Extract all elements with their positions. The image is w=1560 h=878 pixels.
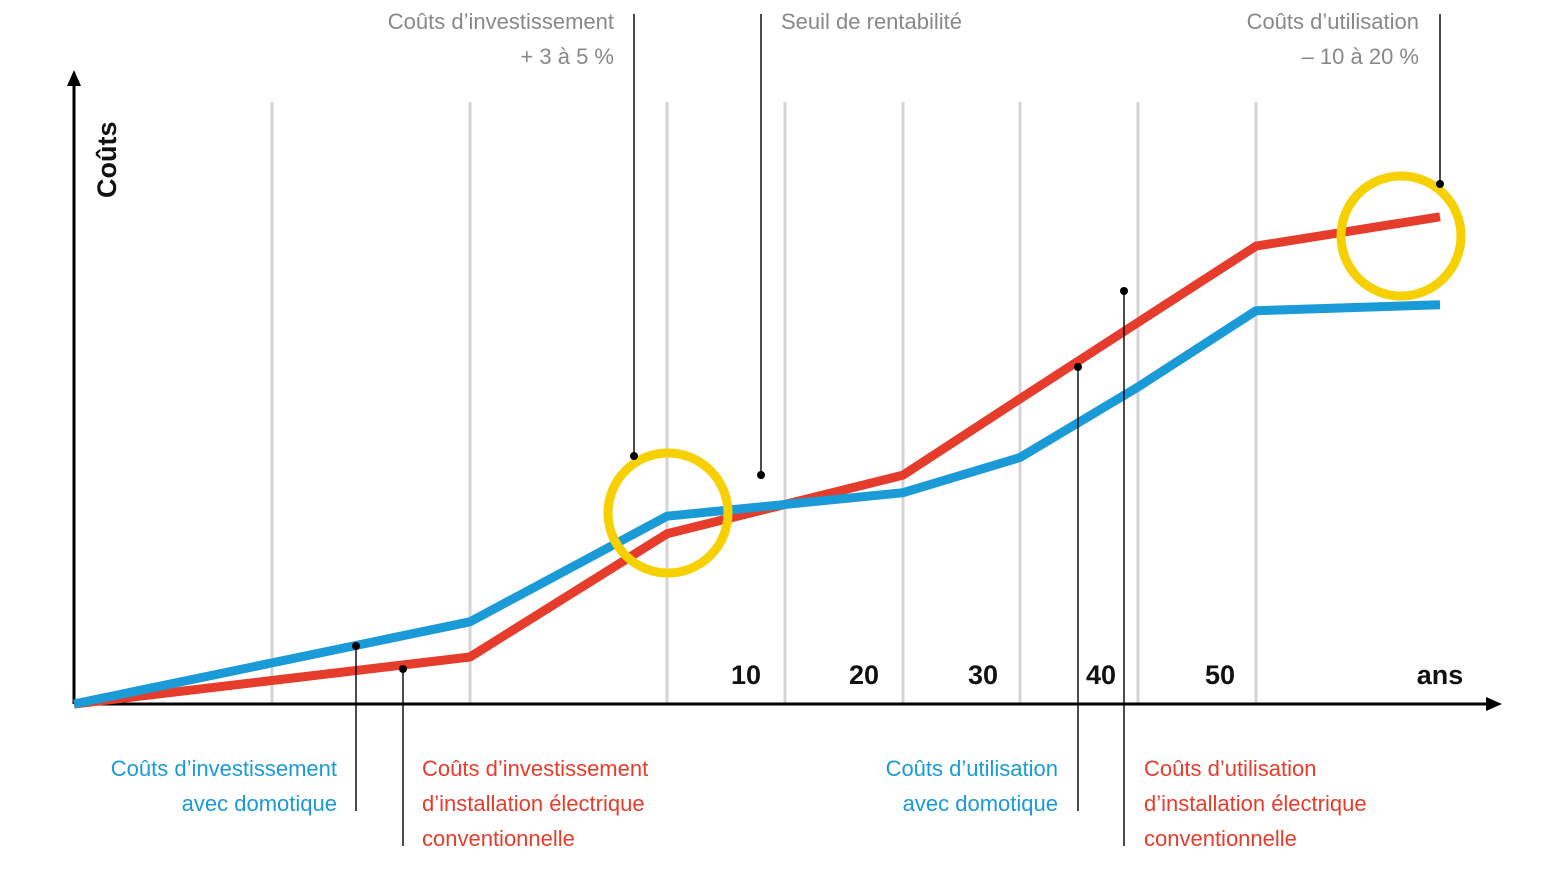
y-axis-arrow bbox=[67, 70, 81, 86]
highlight-circle-investment bbox=[603, 448, 733, 578]
x-tick-label: 10 bbox=[731, 660, 761, 690]
leader-lines bbox=[355, 14, 1441, 846]
dot-blue-invest bbox=[352, 642, 360, 650]
y-axis-label: Coûts bbox=[92, 122, 122, 199]
annotation-red-invest-line2: d’installation électrique bbox=[422, 791, 645, 816]
x-tick-label: 20 bbox=[849, 660, 879, 690]
dot-invest-top bbox=[630, 452, 638, 460]
annotation-util-line1: Coûts d’utilisation bbox=[1247, 9, 1419, 34]
leader-dots bbox=[352, 180, 1444, 673]
annotation-red-invest-line1: Coûts d’investissement bbox=[422, 756, 648, 781]
annotation-red-invest-line3: conventionnelle bbox=[422, 826, 575, 851]
dot-seuil bbox=[757, 471, 765, 479]
dot-red-invest bbox=[399, 665, 407, 673]
dot-red-util bbox=[1120, 287, 1128, 295]
highlight-circle-usage bbox=[1336, 171, 1466, 301]
annotation-red-util-line2: d’installation électrique bbox=[1144, 791, 1367, 816]
annotation-invest-line2: + 3 à 5 % bbox=[520, 44, 614, 69]
series-line-domotique bbox=[73, 300, 1441, 709]
annotation-blue-invest-line1: Coûts d’investissement bbox=[111, 756, 337, 781]
annotation-util-line2: – 10 à 20 % bbox=[1302, 44, 1419, 69]
dot-util-top bbox=[1436, 180, 1444, 188]
series-line-conventionnelle bbox=[73, 212, 1441, 709]
annotation-red-util-line1: Coûts d’utilisation bbox=[1144, 756, 1316, 781]
annotation-blue-invest-line2: avec domotique bbox=[182, 791, 337, 816]
dot-blue-util bbox=[1074, 363, 1082, 371]
x-axis-arrow bbox=[1486, 697, 1502, 711]
annotation-red-util-line3: conventionnelle bbox=[1144, 826, 1297, 851]
x-tick-label: 40 bbox=[1086, 660, 1116, 690]
x-tick-label: 50 bbox=[1205, 660, 1235, 690]
annotation-seuil: Seuil de rentabilité bbox=[781, 9, 962, 34]
series-lines bbox=[73, 212, 1441, 709]
x-tick-labels: 10 20 30 40 50 bbox=[731, 660, 1235, 690]
annotation-invest-line1: Coûts d’investissement bbox=[388, 9, 614, 34]
annotation-blue-util-line2: avec domotique bbox=[903, 791, 1058, 816]
x-tick-label: 30 bbox=[968, 660, 998, 690]
x-axis-label: ans bbox=[1417, 660, 1464, 690]
annotation-blue-util-line1: Coûts d’utilisation bbox=[886, 756, 1058, 781]
